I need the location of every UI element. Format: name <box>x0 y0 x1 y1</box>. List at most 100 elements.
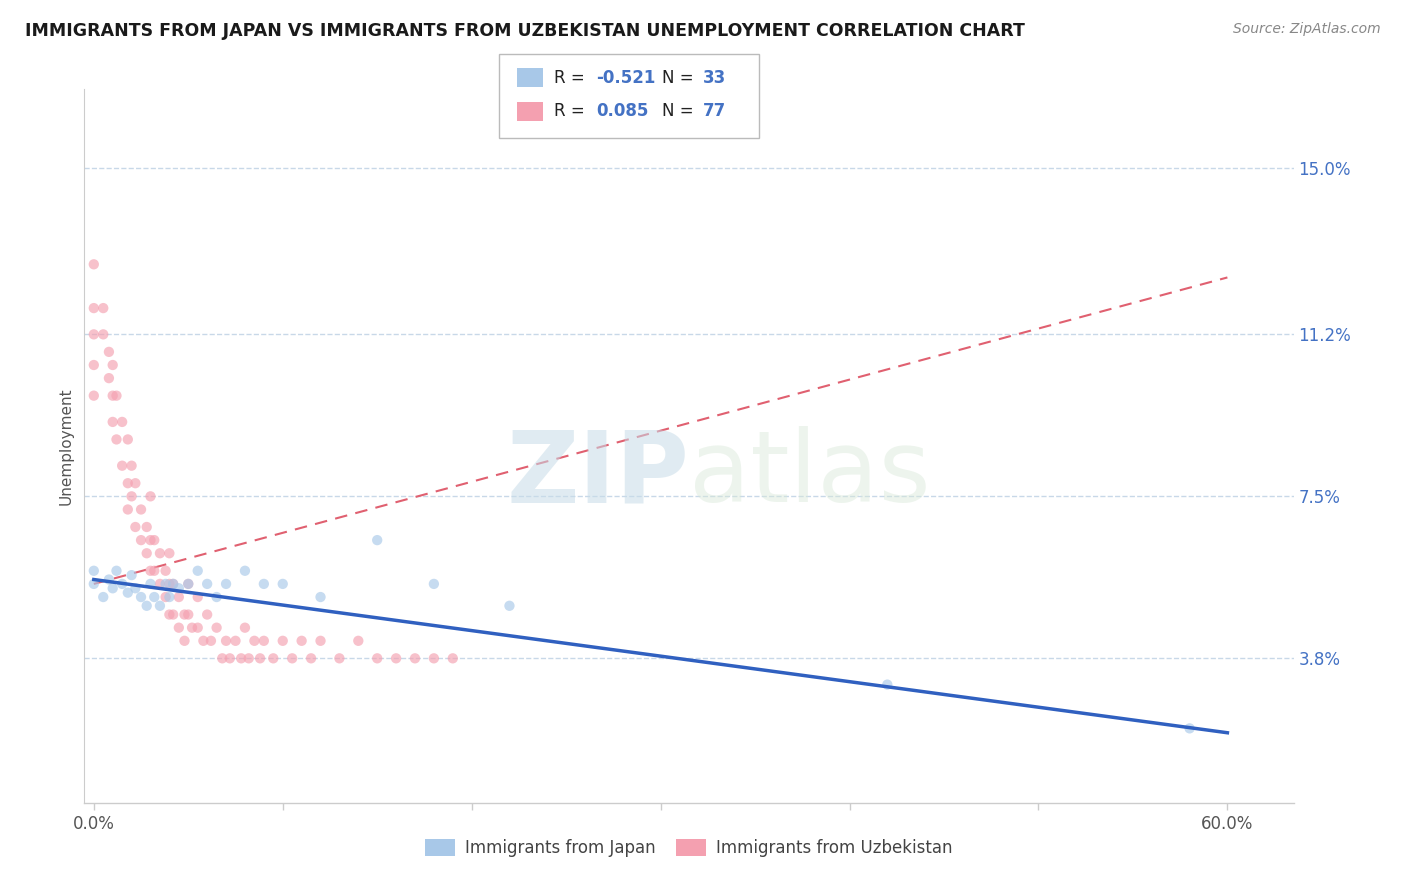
Point <box>135 520 157 534</box>
Point <box>225 633 247 648</box>
Point <box>177 577 200 591</box>
Point <box>101 389 124 403</box>
Point <box>129 590 152 604</box>
Point <box>91 301 114 315</box>
Point <box>177 577 200 591</box>
Point <box>117 585 139 599</box>
Y-axis label: Unemployment: Unemployment <box>58 387 73 505</box>
Point <box>135 546 157 560</box>
Point <box>139 489 162 503</box>
Point <box>205 590 228 604</box>
Point <box>181 621 204 635</box>
Point <box>135 599 157 613</box>
Point <box>211 651 233 665</box>
Point <box>117 502 139 516</box>
Text: atlas: atlas <box>689 426 931 523</box>
Point <box>83 327 105 342</box>
Point <box>155 564 177 578</box>
Point <box>149 577 172 591</box>
Point <box>91 590 114 604</box>
Point <box>149 546 172 560</box>
Point <box>167 590 190 604</box>
Text: 0.085: 0.085 <box>596 103 648 120</box>
Point <box>105 564 128 578</box>
Point <box>1178 722 1201 736</box>
Point <box>233 621 256 635</box>
Point <box>83 564 105 578</box>
Point <box>173 633 195 648</box>
Point <box>121 568 143 582</box>
Point <box>385 651 408 665</box>
Point <box>162 577 184 591</box>
Point <box>423 577 446 591</box>
Point <box>441 651 464 665</box>
Point <box>167 582 190 596</box>
Point <box>215 577 238 591</box>
Point <box>105 433 128 447</box>
Point <box>162 607 184 622</box>
Point <box>83 358 105 372</box>
Point <box>205 621 228 635</box>
Point <box>121 489 143 503</box>
Point <box>347 633 370 648</box>
Point <box>328 651 350 665</box>
Point <box>139 533 162 548</box>
Point <box>162 577 184 591</box>
Text: 77: 77 <box>703 103 727 120</box>
Point <box>143 533 166 548</box>
Point <box>200 633 222 648</box>
Point <box>129 502 152 516</box>
Point <box>111 577 134 591</box>
Point <box>195 607 218 622</box>
Point <box>111 458 134 473</box>
Point <box>101 415 124 429</box>
Point <box>155 590 177 604</box>
Point <box>83 577 105 591</box>
Point <box>97 371 120 385</box>
Point <box>366 651 388 665</box>
Point <box>155 577 177 591</box>
Point <box>91 327 114 342</box>
Point <box>281 651 304 665</box>
Point <box>124 476 146 491</box>
Point <box>498 599 520 613</box>
Point <box>121 458 143 473</box>
Point <box>215 633 238 648</box>
Point <box>101 358 124 372</box>
Text: 33: 33 <box>703 69 727 87</box>
Point <box>157 577 180 591</box>
Point <box>253 633 276 648</box>
Point <box>876 677 898 691</box>
Point <box>253 577 276 591</box>
Point <box>177 607 200 622</box>
Point <box>299 651 322 665</box>
Point <box>124 520 146 534</box>
Legend: Immigrants from Japan, Immigrants from Uzbekistan: Immigrants from Japan, Immigrants from U… <box>418 831 960 866</box>
Point <box>139 577 162 591</box>
Point <box>157 546 180 560</box>
Point <box>129 533 152 548</box>
Point <box>83 389 105 403</box>
Text: R =: R = <box>554 103 591 120</box>
Point <box>187 621 209 635</box>
Point <box>83 301 105 315</box>
Point <box>309 590 332 604</box>
Point <box>139 564 162 578</box>
Point <box>193 633 215 648</box>
Point <box>187 590 209 604</box>
Point <box>83 257 105 271</box>
Text: -0.521: -0.521 <box>596 69 655 87</box>
Text: IMMIGRANTS FROM JAPAN VS IMMIGRANTS FROM UZBEKISTAN UNEMPLOYMENT CORRELATION CHA: IMMIGRANTS FROM JAPAN VS IMMIGRANTS FROM… <box>25 22 1025 40</box>
Text: ZIP: ZIP <box>506 426 689 523</box>
Text: R =: R = <box>554 69 591 87</box>
Point <box>157 607 180 622</box>
Point <box>309 633 332 648</box>
Point <box>143 564 166 578</box>
Point <box>97 573 120 587</box>
Point <box>124 582 146 596</box>
Point <box>173 607 195 622</box>
Point <box>291 633 314 648</box>
Point <box>231 651 253 665</box>
Point <box>105 389 128 403</box>
Point <box>117 476 139 491</box>
